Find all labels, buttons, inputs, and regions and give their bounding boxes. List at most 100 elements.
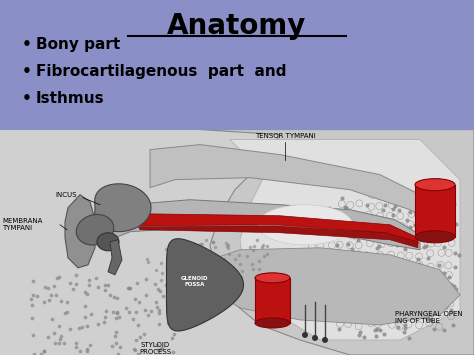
- Point: [260, 242, 267, 248]
- Point: [404, 259, 411, 265]
- Point: [373, 294, 380, 300]
- Point: [329, 282, 337, 288]
- Point: [166, 260, 173, 265]
- Point: [47, 292, 55, 298]
- Point: [41, 284, 49, 290]
- Point: [48, 316, 55, 322]
- Point: [323, 276, 331, 282]
- Point: [134, 322, 142, 328]
- Point: [169, 349, 177, 355]
- Point: [373, 326, 381, 332]
- Point: [131, 296, 139, 302]
- Point: [342, 205, 350, 211]
- Point: [379, 296, 386, 302]
- Point: [237, 261, 244, 267]
- Point: [104, 282, 111, 287]
- Point: [76, 348, 84, 354]
- Point: [354, 259, 361, 264]
- Point: [101, 315, 109, 320]
- Point: [157, 277, 164, 283]
- Point: [310, 279, 317, 285]
- Point: [255, 266, 263, 272]
- Point: [85, 277, 93, 283]
- Point: [384, 225, 392, 231]
- Point: [169, 258, 176, 263]
- Point: [81, 315, 89, 320]
- Point: [393, 291, 401, 297]
- Point: [140, 332, 147, 337]
- Point: [83, 323, 91, 329]
- Point: [223, 274, 231, 280]
- Ellipse shape: [415, 179, 455, 191]
- Point: [329, 312, 337, 318]
- Point: [380, 331, 387, 337]
- Point: [220, 257, 228, 262]
- Point: [29, 278, 36, 283]
- Point: [407, 203, 414, 209]
- Point: [107, 292, 114, 297]
- Point: [234, 276, 242, 282]
- Point: [372, 333, 380, 339]
- Ellipse shape: [76, 214, 114, 245]
- Point: [412, 223, 419, 228]
- Point: [53, 275, 61, 281]
- Point: [117, 344, 124, 350]
- Point: [443, 304, 450, 310]
- Point: [407, 266, 415, 271]
- Circle shape: [322, 337, 328, 343]
- Point: [326, 257, 333, 263]
- Point: [155, 321, 163, 327]
- Point: [336, 285, 344, 290]
- Point: [154, 286, 162, 292]
- Point: [50, 330, 57, 336]
- Point: [405, 307, 413, 313]
- Point: [415, 194, 422, 200]
- Point: [377, 311, 384, 316]
- Point: [45, 297, 53, 303]
- Point: [350, 301, 357, 307]
- Point: [367, 214, 375, 220]
- Point: [136, 300, 143, 305]
- Point: [83, 291, 91, 297]
- Point: [424, 315, 431, 321]
- Point: [246, 245, 254, 250]
- Point: [182, 262, 190, 268]
- Point: [237, 274, 245, 280]
- Point: [159, 293, 167, 299]
- Point: [66, 326, 74, 332]
- Point: [390, 207, 397, 212]
- Point: [197, 241, 204, 247]
- Point: [383, 228, 391, 233]
- Point: [115, 352, 122, 355]
- Point: [155, 307, 163, 313]
- Point: [249, 266, 256, 272]
- Point: [423, 299, 431, 305]
- Point: [406, 193, 413, 199]
- Point: [57, 298, 64, 304]
- Point: [353, 267, 361, 272]
- Point: [378, 305, 385, 311]
- Point: [153, 267, 160, 273]
- Point: [144, 256, 151, 262]
- Point: [177, 248, 185, 254]
- Point: [348, 302, 356, 307]
- Point: [130, 346, 138, 352]
- Point: [435, 262, 443, 268]
- Point: [312, 315, 320, 320]
- Point: [211, 244, 219, 250]
- Polygon shape: [208, 248, 460, 325]
- Point: [313, 209, 320, 215]
- Point: [421, 208, 428, 214]
- Point: [238, 268, 246, 274]
- Point: [257, 274, 264, 280]
- Point: [352, 222, 360, 228]
- Point: [380, 285, 388, 291]
- Point: [371, 231, 379, 237]
- Point: [389, 212, 397, 217]
- Point: [377, 327, 384, 333]
- Point: [321, 227, 328, 233]
- Point: [316, 206, 323, 211]
- Point: [447, 234, 454, 240]
- Point: [168, 335, 176, 341]
- Point: [155, 311, 163, 316]
